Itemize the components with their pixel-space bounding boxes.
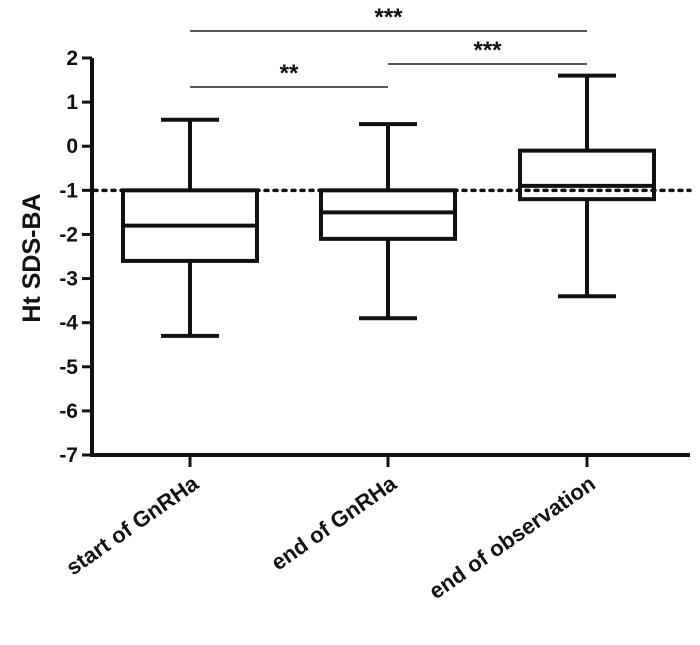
significance-bracket: ***: [190, 4, 587, 32]
iqr-box: [319, 188, 457, 241]
y-tick-label: -2: [59, 223, 78, 246]
significance-bracket: **: [190, 60, 388, 88]
y-tick-label: -4: [59, 312, 78, 335]
significance-label: ***: [473, 37, 502, 64]
box-3: [518, 73, 656, 299]
iqr-box: [518, 148, 656, 202]
y-tick-label: 0: [66, 135, 78, 158]
box-2: [319, 122, 457, 321]
x-tick-label: end of observation: [424, 471, 600, 604]
y-tick-label: -1: [59, 179, 78, 202]
boxes-group: [121, 73, 656, 338]
significance-bracket: ***: [388, 37, 587, 65]
y-tick-label: 2: [66, 47, 78, 70]
axes: 2 1 0 -1 -2 -3 -4 -5 -6 -7 start of GnRHa end of Gn…: [59, 47, 690, 604]
y-axis-label: Ht SDS-BA: [18, 193, 46, 322]
significance-group: ********: [190, 4, 587, 88]
significance-label: **: [280, 60, 299, 87]
y-tick-label: -3: [59, 268, 78, 291]
x-tick-label: start of GnRHa: [61, 470, 203, 580]
box-1: [121, 117, 259, 338]
y-tick-label: -5: [59, 356, 78, 379]
y-tick-label: -7: [59, 444, 78, 467]
y-tick-label: -6: [59, 400, 78, 423]
x-tick-label: end of GnRHa: [266, 470, 401, 575]
significance-label: ***: [374, 4, 403, 31]
y-tick-label: 1: [66, 91, 78, 114]
